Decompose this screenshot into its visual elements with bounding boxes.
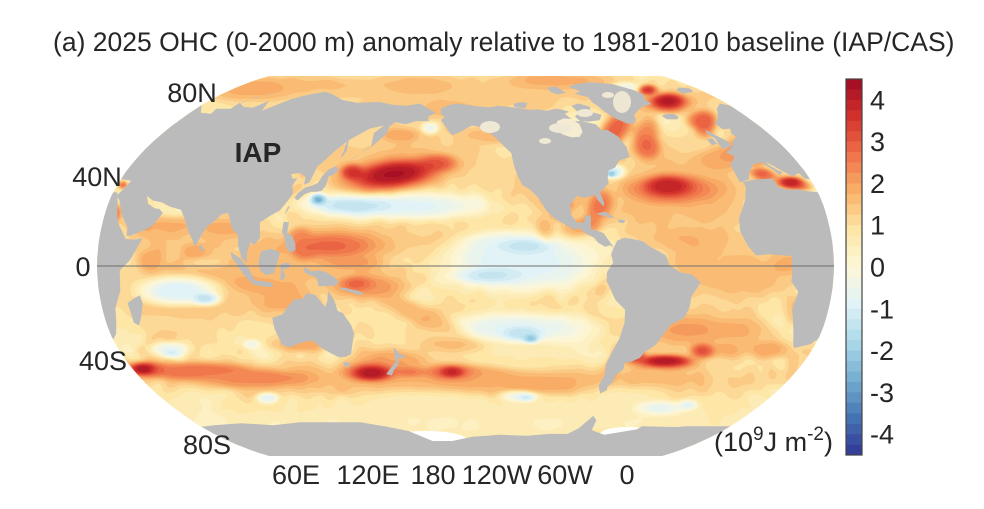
svg-text:0: 0 [75, 252, 90, 282]
svg-text:-1: -1 [870, 294, 894, 324]
svg-text:(109J m-2): (109J m-2) [714, 424, 833, 457]
svg-text:0: 0 [870, 253, 885, 283]
svg-text:IAP: IAP [235, 137, 282, 168]
svg-text:2: 2 [870, 169, 885, 199]
svg-text:-3: -3 [870, 378, 894, 408]
svg-text:120E: 120E [336, 460, 399, 490]
svg-text:120W: 120W [462, 460, 533, 490]
svg-text:80N: 80N [167, 78, 217, 108]
svg-text:0: 0 [619, 460, 634, 490]
svg-text:3: 3 [870, 127, 885, 157]
svg-text:60E: 60E [272, 460, 320, 490]
svg-text:40S: 40S [79, 346, 127, 376]
svg-text:40N: 40N [72, 162, 122, 192]
svg-text:180: 180 [410, 460, 455, 490]
svg-text:(a) 2025 OHC (0-2000 m) anomal: (a) 2025 OHC (0-2000 m) anomaly relative… [53, 27, 954, 57]
svg-text:-4: -4 [870, 420, 894, 450]
svg-text:80S: 80S [183, 430, 231, 460]
svg-text:-2: -2 [870, 336, 894, 366]
svg-text:60W: 60W [537, 460, 593, 490]
svg-text:4: 4 [870, 85, 885, 115]
svg-text:1: 1 [870, 211, 885, 241]
